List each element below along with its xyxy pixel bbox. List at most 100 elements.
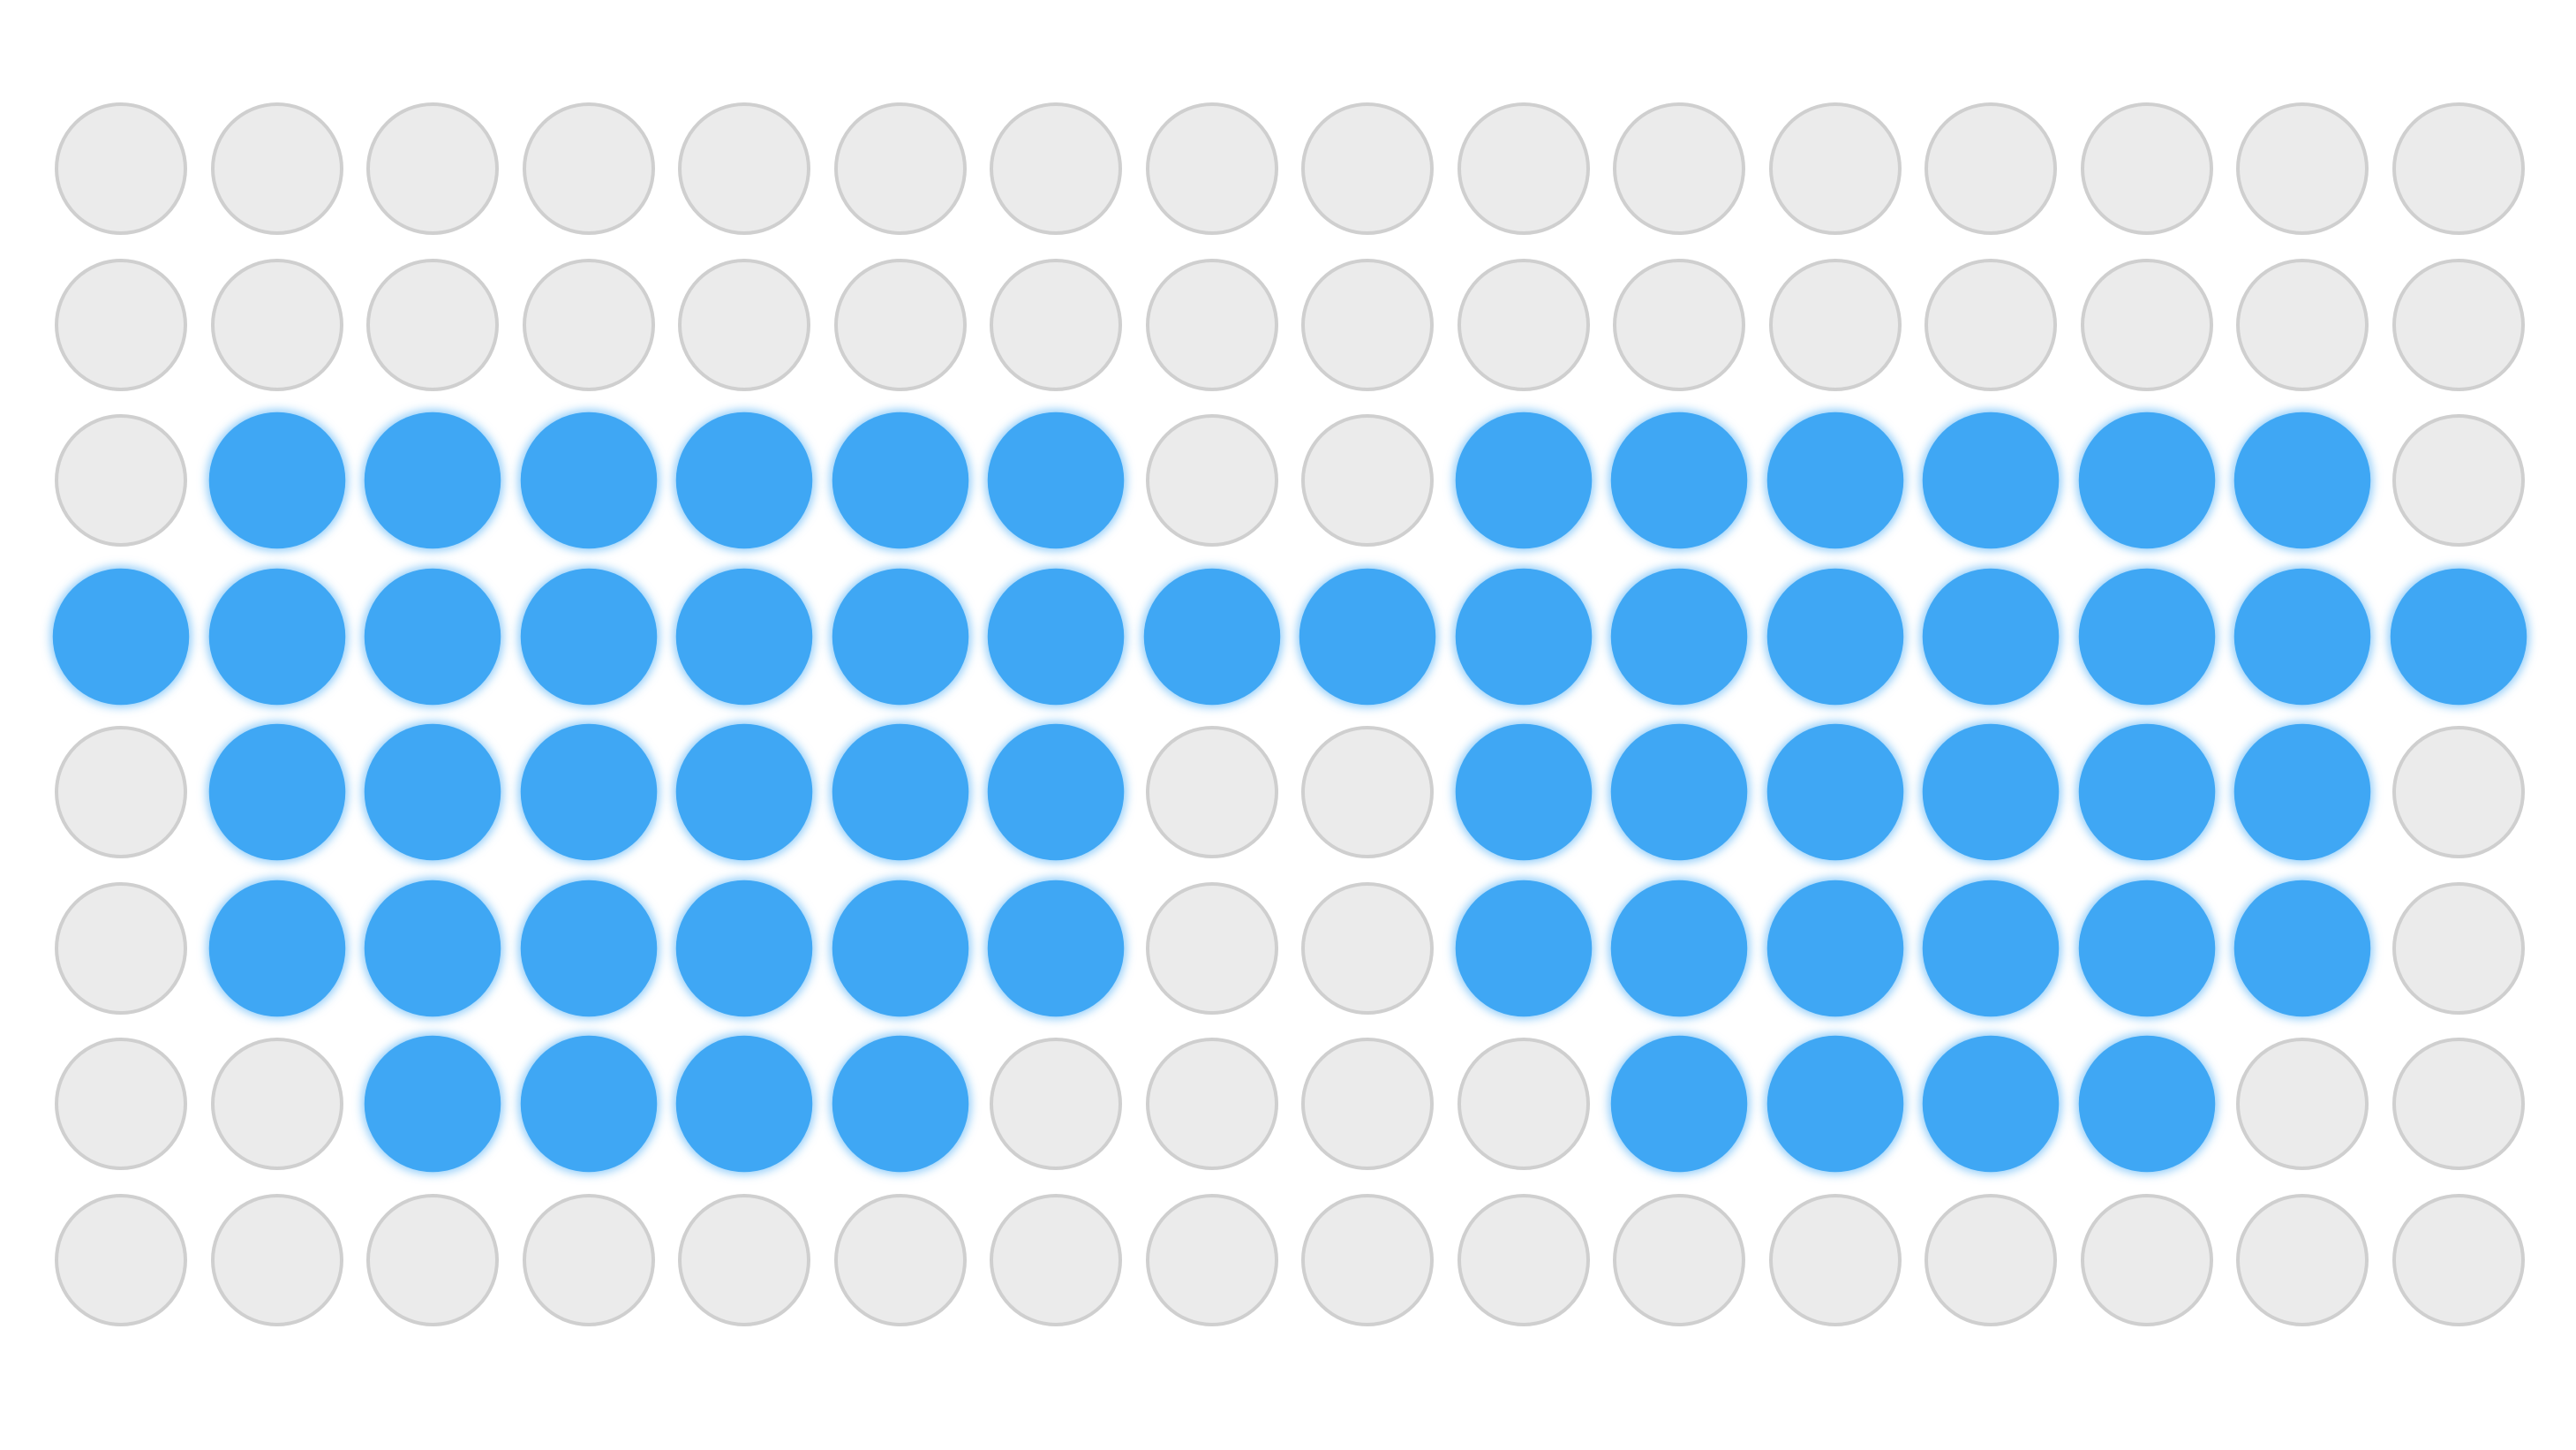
led-dot-off[interactable] xyxy=(2080,258,2213,391)
led-dot-off[interactable] xyxy=(1768,258,1902,391)
led-dot-on[interactable] xyxy=(2233,723,2371,861)
led-dot-off[interactable] xyxy=(1924,102,2057,235)
led-dot-on[interactable] xyxy=(2078,568,2215,705)
led-dot-off[interactable] xyxy=(1145,102,1278,235)
led-dot-off[interactable] xyxy=(990,258,1122,391)
led-dot-off[interactable] xyxy=(2080,102,2213,235)
led-dot-on[interactable] xyxy=(208,412,345,549)
led-dot-off[interactable] xyxy=(522,258,655,391)
led-dot-on[interactable] xyxy=(987,880,1125,1016)
led-dot-on[interactable] xyxy=(1922,1035,2060,1173)
led-dot-off[interactable] xyxy=(522,102,655,235)
led-dot-off[interactable] xyxy=(366,258,499,391)
led-dot-on[interactable] xyxy=(1766,412,1903,549)
led-dot-off[interactable] xyxy=(1145,881,1278,1015)
led-dot-on[interactable] xyxy=(675,412,813,549)
led-dot-on[interactable] xyxy=(2078,723,2215,861)
led-dot-off[interactable] xyxy=(1145,414,1278,547)
led-dot-off[interactable] xyxy=(210,1038,343,1170)
led-dot-off[interactable] xyxy=(55,726,187,858)
led-dot-off[interactable] xyxy=(1613,102,1745,235)
led-dot-off[interactable] xyxy=(990,1193,1122,1326)
led-dot-on[interactable] xyxy=(1143,568,1280,705)
led-dot-off[interactable] xyxy=(366,1193,499,1326)
led-dot-off[interactable] xyxy=(1457,258,1590,391)
led-dot-off[interactable] xyxy=(1768,1193,1902,1326)
led-dot-off[interactable] xyxy=(2236,102,2369,235)
led-dot-off[interactable] xyxy=(678,102,810,235)
led-dot-off[interactable] xyxy=(55,881,187,1015)
led-dot-off[interactable] xyxy=(2236,1038,2369,1170)
led-dot-off[interactable] xyxy=(1145,726,1278,858)
led-dot-on[interactable] xyxy=(832,1035,968,1173)
led-dot-on[interactable] xyxy=(52,568,190,705)
led-dot-off[interactable] xyxy=(1457,1193,1590,1326)
led-dot-on[interactable] xyxy=(1922,568,2060,705)
led-dot-on[interactable] xyxy=(1766,723,1903,861)
led-dot-off[interactable] xyxy=(2391,1038,2525,1170)
led-dot-off[interactable] xyxy=(55,258,187,391)
led-dot-on[interactable] xyxy=(2233,412,2371,549)
led-dot-on[interactable] xyxy=(1610,1035,1748,1173)
led-dot-on[interactable] xyxy=(1922,412,2060,549)
led-dot-on[interactable] xyxy=(1766,1035,1903,1173)
led-dot-on[interactable] xyxy=(364,1035,501,1173)
led-dot-off[interactable] xyxy=(210,102,343,235)
led-dot-on[interactable] xyxy=(364,412,501,549)
led-dot-off[interactable] xyxy=(2391,1193,2525,1326)
led-dot-off[interactable] xyxy=(2391,414,2525,547)
led-dot-on[interactable] xyxy=(1610,412,1748,549)
led-dot-off[interactable] xyxy=(55,102,187,235)
led-dot-off[interactable] xyxy=(1301,102,1434,235)
led-dot-on[interactable] xyxy=(520,880,657,1016)
led-dot-off[interactable] xyxy=(1301,726,1434,858)
led-dot-on[interactable] xyxy=(520,1035,657,1173)
led-dot-on[interactable] xyxy=(987,412,1125,549)
led-dot-off[interactable] xyxy=(1301,881,1434,1015)
led-dot-off[interactable] xyxy=(1301,258,1434,391)
led-dot-off[interactable] xyxy=(2236,258,2369,391)
led-dot-off[interactable] xyxy=(1145,1038,1278,1170)
led-dot-off[interactable] xyxy=(55,1038,187,1170)
led-dot-off[interactable] xyxy=(2236,1193,2369,1326)
led-dot-off[interactable] xyxy=(833,1193,967,1326)
led-dot-off[interactable] xyxy=(1613,1193,1745,1326)
led-dot-off[interactable] xyxy=(990,102,1122,235)
led-dot-on[interactable] xyxy=(364,723,501,861)
led-dot-on[interactable] xyxy=(520,723,657,861)
led-dot-off[interactable] xyxy=(210,1193,343,1326)
led-dot-on[interactable] xyxy=(675,723,813,861)
led-dot-on[interactable] xyxy=(208,880,345,1016)
led-dot-on[interactable] xyxy=(1922,880,2060,1016)
led-dot-on[interactable] xyxy=(208,568,345,705)
led-dot-on[interactable] xyxy=(2078,412,2215,549)
led-dot-off[interactable] xyxy=(1301,414,1434,547)
led-dot-on[interactable] xyxy=(1455,412,1592,549)
led-dot-on[interactable] xyxy=(364,568,501,705)
led-dot-on[interactable] xyxy=(832,412,968,549)
led-dot-off[interactable] xyxy=(1924,258,2057,391)
led-dot-off[interactable] xyxy=(522,1193,655,1326)
led-dot-on[interactable] xyxy=(1766,880,1903,1016)
led-dot-on[interactable] xyxy=(2078,1035,2215,1173)
led-dot-on[interactable] xyxy=(1610,568,1748,705)
led-dot-on[interactable] xyxy=(1610,723,1748,861)
led-dot-off[interactable] xyxy=(1301,1193,1434,1326)
led-dot-on[interactable] xyxy=(520,412,657,549)
led-dot-off[interactable] xyxy=(2080,1193,2213,1326)
led-dot-on[interactable] xyxy=(832,880,968,1016)
led-dot-on[interactable] xyxy=(364,880,501,1016)
led-dot-off[interactable] xyxy=(1457,102,1590,235)
led-dot-on[interactable] xyxy=(1610,880,1748,1016)
led-dot-on[interactable] xyxy=(675,1035,813,1173)
led-dot-off[interactable] xyxy=(2391,102,2525,235)
led-dot-on[interactable] xyxy=(1455,723,1592,861)
led-dot-off[interactable] xyxy=(1457,1038,1590,1170)
led-dot-off[interactable] xyxy=(2391,881,2525,1015)
led-dot-off[interactable] xyxy=(2391,258,2525,391)
led-dot-off[interactable] xyxy=(678,1193,810,1326)
led-dot-on[interactable] xyxy=(208,723,345,861)
led-dot-off[interactable] xyxy=(2391,726,2525,858)
led-dot-off[interactable] xyxy=(1924,1193,2057,1326)
led-dot-on[interactable] xyxy=(1299,568,1436,705)
